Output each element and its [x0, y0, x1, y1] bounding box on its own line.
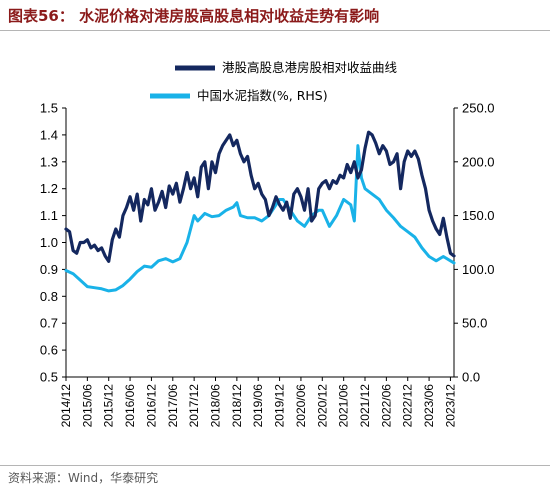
x-tick-label: 2019/06 [251, 384, 265, 428]
x-tick-label: 2015/12 [102, 384, 116, 428]
left-tick-label: 1.3 [40, 154, 58, 169]
x-tick-label: 2023/12 [443, 384, 457, 428]
x-tick-label: 2020/12 [315, 384, 329, 428]
x-tick-label: 2016/06 [123, 384, 137, 428]
bottom-rule [0, 465, 550, 466]
left-tick-label: 0.5 [40, 370, 58, 385]
top-rule [0, 30, 550, 31]
legend: 港股高股息港房股相对收益曲线 中国水泥指数(%, RHS) [150, 60, 398, 103]
source-note: 资料来源：Wind，华泰研究 [8, 471, 159, 485]
figure-title: 图表56： 水泥价格对港房股高股息相对收益走势有影响 [8, 7, 380, 25]
left-tick-label: 1.1 [40, 208, 58, 223]
series-line-1 [64, 130, 456, 263]
x-tick-label: 2017/06 [166, 384, 180, 428]
x-tick-label: 2022/06 [379, 384, 393, 428]
left-tick-label: 0.7 [40, 316, 58, 331]
left-tick-label: 1.4 [40, 127, 58, 142]
legend-label-series-1: 港股高股息港房股相对收益曲线 [222, 60, 398, 75]
left-tick-label: 0.6 [40, 343, 58, 358]
left-tick-label: 1.5 [40, 101, 58, 116]
x-tick-label: 2021/12 [358, 384, 372, 428]
left-tick-label: 1.2 [40, 181, 58, 196]
x-tick-label: 2019/12 [273, 384, 287, 428]
series-layer [64, 130, 456, 293]
right-tick-label: 250.0 [462, 101, 495, 116]
x-tick-label: 2015/06 [80, 384, 94, 428]
legend-label-series-2: 中国水泥指数(%, RHS) [197, 88, 328, 103]
x-tick-label: 2018/06 [209, 384, 223, 428]
right-tick-label: 50.0 [462, 316, 487, 331]
axes-group: 0.5 0.6 0.7 0.8 0.9 1.0 1.1 1.2 1.3 1.4 1.5 0.0 50.0… [40, 101, 495, 428]
right-tick-label: 200.0 [462, 154, 495, 169]
x-tick-label: 2016/12 [144, 384, 158, 428]
x-tick-label: 2022/12 [401, 384, 415, 428]
x-tick-label: 2023/06 [422, 384, 436, 428]
left-tick-label: 0.9 [40, 262, 58, 277]
x-tick-label: 2021/06 [337, 384, 351, 428]
series-line-2 [64, 144, 456, 293]
left-tick-label: 1.0 [40, 235, 58, 250]
x-tick-label: 2018/12 [230, 384, 244, 428]
left-tick-label: 0.8 [40, 289, 58, 304]
right-tick-label: 150.0 [462, 208, 495, 223]
x-tick-label: 2017/12 [187, 384, 201, 428]
x-tick-label: 2020/06 [294, 384, 308, 428]
right-tick-label: 100.0 [462, 262, 495, 277]
right-tick-label: 0.0 [462, 370, 480, 385]
x-tick-label: 2014/12 [59, 384, 73, 428]
